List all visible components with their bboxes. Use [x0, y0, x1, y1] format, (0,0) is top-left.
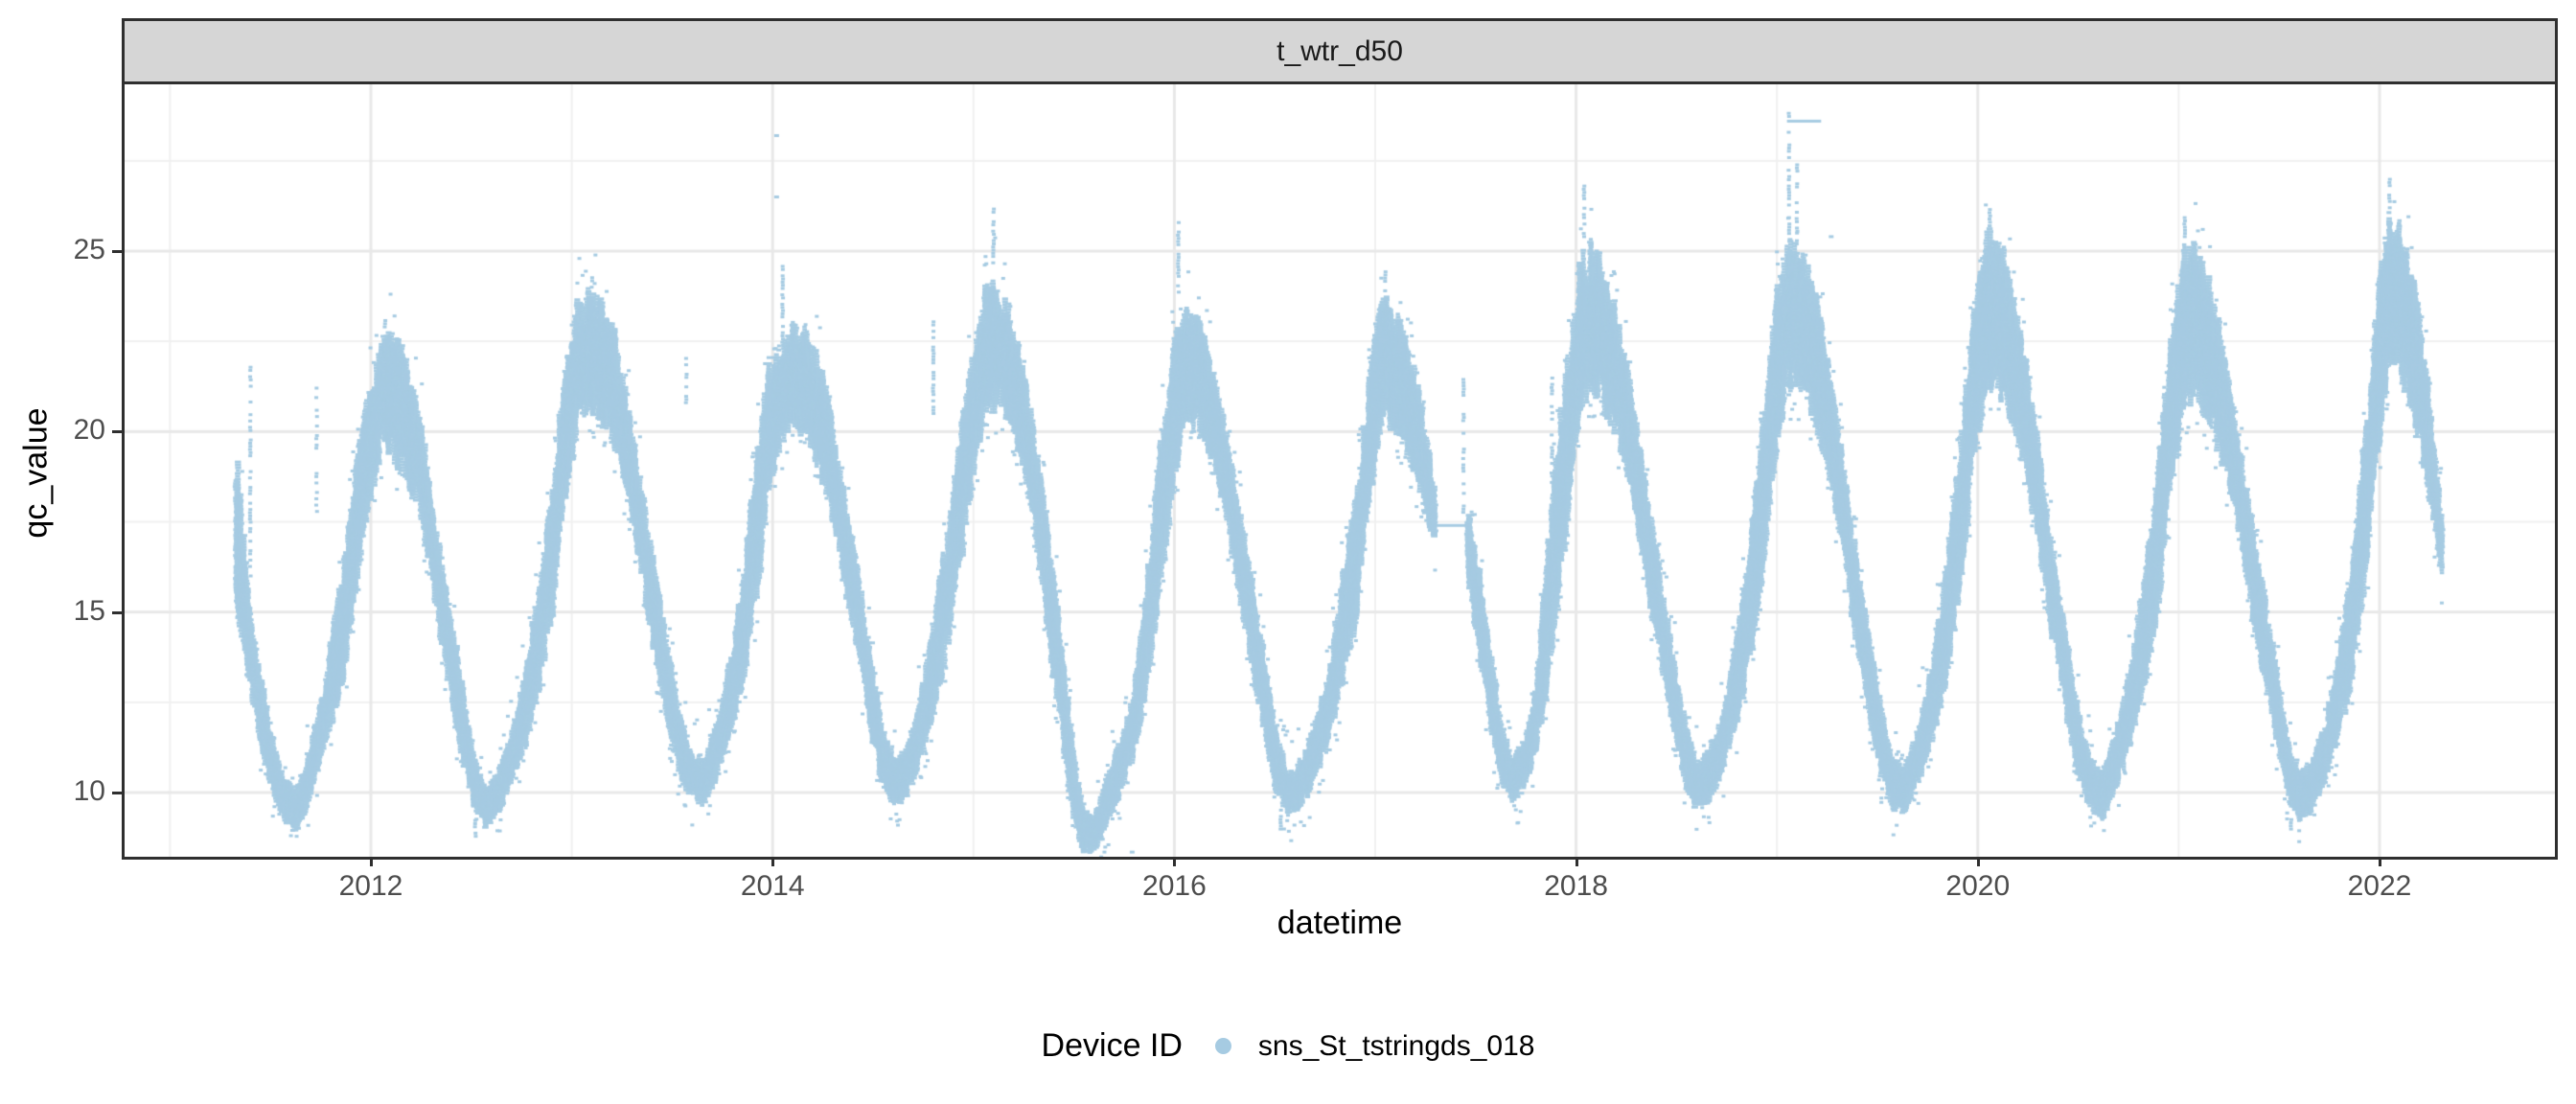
y-tick-label: 15: [73, 594, 105, 627]
y-tick-label: 10: [73, 775, 105, 807]
x-tick-mark: [771, 857, 775, 866]
legend-item: sns_St_tstringds_018: [1214, 1029, 1535, 1063]
x-tick-mark: [370, 857, 373, 866]
x-tick-label: 2020: [1945, 870, 2011, 902]
x-tick-label: 2014: [740, 870, 805, 902]
plot-panel: [122, 81, 2558, 860]
x-tick-mark: [1575, 857, 1578, 866]
legend-item-label: sns_St_tstringds_018: [1257, 1029, 1535, 1062]
x-tick-label: 2018: [1544, 870, 1608, 902]
y-tick-mark: [112, 610, 122, 614]
x-tick-mark: [1976, 857, 1980, 866]
y-tick-label: 25: [73, 234, 105, 265]
y-tick-mark: [112, 430, 122, 434]
x-tick-label: 2016: [1142, 870, 1207, 902]
y-tick-label: 20: [73, 414, 105, 447]
legend-marker-dot-icon: [1214, 1038, 1231, 1054]
x-axis-title: datetime: [1276, 905, 1403, 941]
legend-title: Device ID: [1041, 1027, 1183, 1064]
facet-strip-title: t_wtr_d50: [1276, 34, 1403, 67]
y-tick-mark: [112, 792, 122, 794]
plot-canvas: [125, 84, 2555, 857]
y-tick-mark: [112, 250, 122, 253]
x-tick-label: 2022: [2347, 870, 2412, 902]
y-axis-title: qc_value: [17, 407, 55, 539]
x-tick-mark: [1173, 857, 1177, 866]
facet-strip: t_wtr_d50: [122, 18, 2558, 84]
x-tick-mark: [2379, 857, 2381, 866]
legend: Device ID sns_St_tstringds_018: [0, 1027, 2576, 1065]
x-tick-label: 2012: [338, 870, 403, 902]
